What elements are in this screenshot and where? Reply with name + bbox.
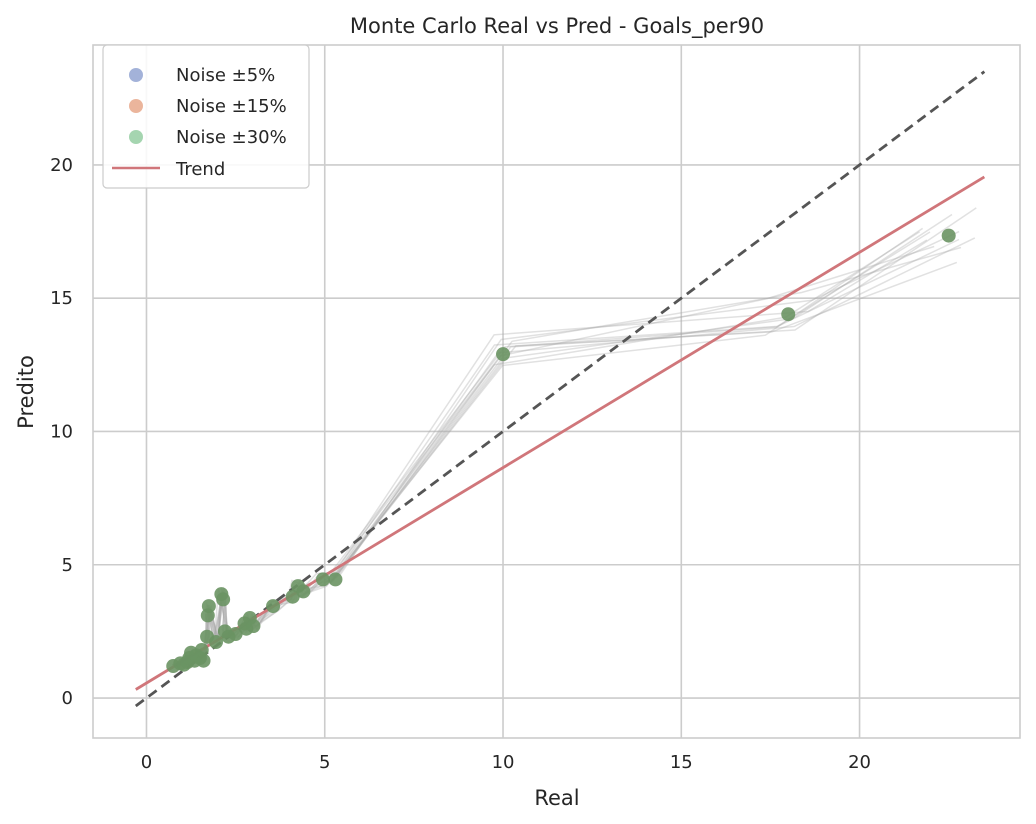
data-point [496, 347, 511, 362]
legend-label-noise-15: Noise ±15% [176, 96, 287, 117]
data-points [166, 228, 956, 674]
x-tick-label: 15 [670, 752, 693, 773]
legend-label-noise-30: Noise ±30% [176, 127, 287, 148]
x-tick-label: 0 [141, 752, 152, 773]
tick-labels: 0 5 10 15 20 0 5 10 15 20 [50, 155, 871, 773]
x-tick-label: 5 [319, 752, 330, 773]
identity-line [134, 70, 986, 708]
legend: Noise ±5% Noise ±15% Noise ±30% Trend [102, 44, 310, 189]
data-point [941, 228, 956, 243]
data-point [315, 572, 330, 587]
data-point [196, 653, 211, 668]
legend-marker-noise-5 [129, 68, 143, 82]
x-tick-label: 10 [492, 752, 515, 773]
data-point [266, 599, 281, 614]
data-point [285, 589, 300, 604]
data-point [246, 619, 261, 634]
grid-layer [93, 45, 1020, 738]
data-point [781, 307, 796, 322]
y-axis-title: Predito [14, 355, 38, 429]
data-point [194, 643, 209, 658]
data-point [328, 572, 343, 587]
data-point [201, 599, 216, 614]
data-point [296, 584, 311, 599]
legend-marker-noise-15 [129, 99, 143, 113]
y-tick-label: 0 [62, 688, 73, 709]
chart-title: Monte Carlo Real vs Pred - Goals_per90 [350, 14, 764, 39]
data-point [216, 592, 231, 607]
y-tick-label: 15 [50, 288, 73, 309]
y-tick-label: 5 [62, 555, 73, 576]
plot-frame [92, 44, 1021, 739]
legend-label-noise-5: Noise ±5% [176, 65, 275, 86]
legend-label-trend: Trend [175, 159, 225, 180]
legend-marker-noise-30 [129, 130, 143, 144]
data-point [228, 627, 243, 642]
x-axis-title: Real [534, 786, 579, 810]
x-tick-label: 20 [848, 752, 871, 773]
legend-box [102, 44, 310, 189]
y-tick-label: 10 [50, 421, 73, 442]
data-point [209, 635, 224, 650]
y-tick-label: 20 [50, 155, 73, 176]
